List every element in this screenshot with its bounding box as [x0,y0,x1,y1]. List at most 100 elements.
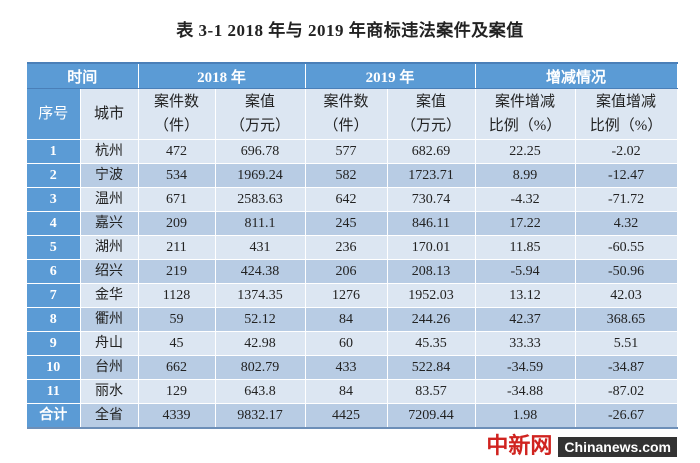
value-cell: -5.94 [475,259,576,284]
value-cell: 59 [138,307,216,332]
table-row: 6 绍兴 219 424.38 206 208.13 -5.94 -50.96 [27,259,678,284]
watermark-logo-en: Chinanews.com [558,437,677,457]
column-header-line1: 案值 [416,94,447,110]
value-cell: 33.33 [475,331,576,356]
header-2018: 2018 年 [138,62,306,89]
table-row: 11 丽水 129 643.8 84 83.57 -34.88 -87.02 [27,379,678,404]
column-header-line1: 案件数 [154,94,200,110]
table-row: 7 金华 1128 1374.35 1276 1952.03 13.12 42.03 [27,283,678,308]
header-2019: 2019 年 [305,62,476,89]
value-cell: 84 [305,307,388,332]
value-cell: 2583.63 [215,187,306,212]
column-header-line1: 案件数 [323,94,369,110]
header-time: 时间 [27,62,139,89]
city-cell: 丽水 [80,379,139,404]
table-row: 5 湖州 211 431 236 170.01 11.85 -60.55 [27,235,678,260]
value-cell: 522.84 [387,355,476,380]
value-cell: 9832.17 [215,403,306,429]
value-cell: 83.57 [387,379,476,404]
column-header: 案件数 （件） [138,88,216,140]
table-row: 4 嘉兴 209 811.1 245 846.11 17.22 4.32 [27,211,678,236]
column-header-line1: 序号 [38,106,69,122]
value-cell: 643.8 [215,379,306,404]
row-index: 8 [27,307,81,332]
column-header-line2: （万元） [230,118,291,134]
value-cell: 662 [138,355,216,380]
value-cell: 209 [138,211,216,236]
value-cell: 206 [305,259,388,284]
value-cell: 245 [305,211,388,236]
table-row: 1 杭州 472 696.78 577 682.69 22.25 -2.02 [27,139,678,164]
value-cell: 730.74 [387,187,476,212]
value-cell: 4339 [138,403,216,429]
value-cell: 170.01 [387,235,476,260]
value-cell: -71.72 [575,187,678,212]
value-cell: 368.65 [575,307,678,332]
value-cell: 1952.03 [387,283,476,308]
value-cell: -87.02 [575,379,678,404]
value-cell: 1723.71 [387,163,476,188]
value-cell: 45 [138,331,216,356]
table-row: 2 宁波 534 1969.24 582 1723.71 8.99 -12.47 [27,163,678,188]
value-cell: 219 [138,259,216,284]
table-row: 3 温州 671 2583.63 642 730.74 -4.32 -71.72 [27,187,678,212]
column-header: 序号 [27,88,81,140]
value-cell: 42.03 [575,283,678,308]
column-header-line1: 案值 [245,94,276,110]
value-cell: 472 [138,139,216,164]
value-cell: 846.11 [387,211,476,236]
city-cell: 台州 [80,355,139,380]
value-cell: 1128 [138,283,216,308]
value-cell: -34.88 [475,379,576,404]
city-cell: 金华 [80,283,139,308]
row-index: 1 [27,139,81,164]
city-cell: 嘉兴 [80,211,139,236]
row-index: 4 [27,211,81,236]
column-header: 城市 [80,88,139,140]
city-cell: 杭州 [80,139,139,164]
value-cell: 802.79 [215,355,306,380]
row-index: 合计 [27,403,81,429]
value-cell: 582 [305,163,388,188]
value-cell: 4425 [305,403,388,429]
city-cell: 宁波 [80,163,139,188]
value-cell: 1276 [305,283,388,308]
value-cell: 5.51 [575,331,678,356]
city-cell: 衢州 [80,307,139,332]
table-title: 表 3-1 2018 年与 2019 年商标违法案件及案值 [176,21,524,40]
value-cell: 22.25 [475,139,576,164]
value-cell: 8.99 [475,163,576,188]
row-index: 9 [27,331,81,356]
city-cell: 绍兴 [80,259,139,284]
value-cell: 1.98 [475,403,576,429]
trademark-cases-table: 时间 2018 年 2019 年 增减情况 序号 城市 案件数 （件） 案值 （万元） 案件… [27,62,678,429]
column-header-line2: 比例（%） [488,118,562,134]
column-header-line2: 比例（%） [589,118,663,134]
row-index: 2 [27,163,81,188]
value-cell: -2.02 [575,139,678,164]
column-header: 案值增减比例（%） [575,88,678,140]
row-index: 11 [27,379,81,404]
table-row: 8 衢州 59 52.12 84 244.26 42.37 368.65 [27,307,678,332]
value-cell: 11.85 [475,235,576,260]
value-cell: 577 [305,139,388,164]
value-cell: -4.32 [475,187,576,212]
value-cell: 236 [305,235,388,260]
column-header-line1: 案值增减 [596,94,657,110]
city-cell: 湖州 [80,235,139,260]
value-cell: -26.67 [575,403,678,429]
value-cell: 129 [138,379,216,404]
header-row-columns: 序号 城市 案件数 （件） 案值 （万元） 案件数 （件） 案值 （万元） 案件增减 比例（%） 案值增… [27,88,678,140]
value-cell: -34.87 [575,355,678,380]
value-cell: 431 [215,235,306,260]
table-row: 9 舟山 45 42.98 60 45.35 33.33 5.51 [27,331,678,356]
value-cell: 682.69 [387,139,476,164]
row-index: 7 [27,283,81,308]
value-cell: 4.32 [575,211,678,236]
value-cell: 13.12 [475,283,576,308]
value-cell: 534 [138,163,216,188]
column-header-line1: 城市 [94,106,125,122]
value-cell: 42.37 [475,307,576,332]
chinanews-watermark: 中新网 Chinanews.com [486,434,677,460]
column-header: 案值 （万元） [215,88,306,140]
